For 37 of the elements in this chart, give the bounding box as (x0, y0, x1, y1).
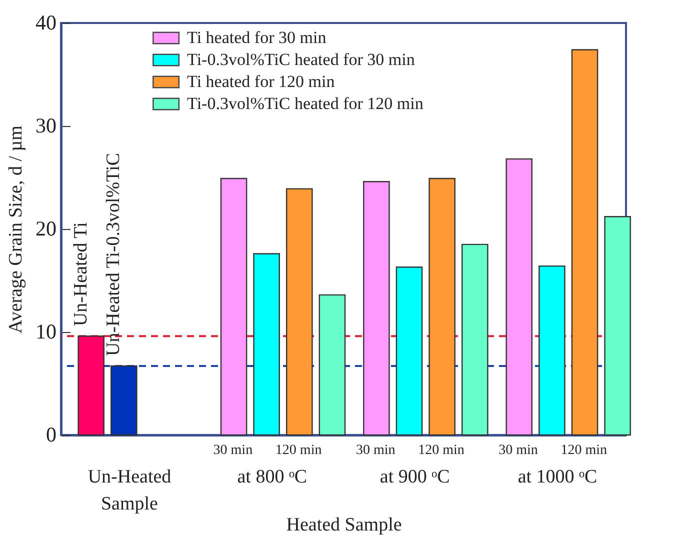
x-tick-label: at 800 ᵒC (237, 466, 308, 488)
bar (78, 336, 104, 436)
y-axis-title: Average Grain Size, d / µm (6, 125, 26, 334)
legend-label: Ti-0.3vol%TiC heated for 120 min (187, 94, 424, 113)
y-tick-label: 0 (46, 422, 56, 446)
annotation: Un-Heated Ti-0.3vol%TiC (103, 152, 124, 356)
bar (110, 365, 138, 436)
y-tick-label: 40 (36, 10, 56, 34)
bar (220, 178, 248, 436)
text: 30 min (356, 443, 396, 458)
y-tick-label: 20 (36, 216, 56, 240)
text: 120 min (275, 443, 322, 458)
text: 120 min (418, 443, 464, 458)
bar (363, 181, 390, 436)
bar (428, 178, 456, 436)
bar (538, 265, 566, 436)
bar (506, 158, 533, 436)
bar (571, 49, 598, 436)
legend-label: Ti-0.3vol%TiC heated for 30 min (187, 50, 416, 69)
text: 30 min (498, 443, 538, 458)
legend-label: Ti heated for 30 min (187, 28, 327, 47)
text: 30 min (213, 443, 253, 458)
y-tick-label: 30 (36, 114, 56, 138)
annotation: Un-Heated Ti (70, 222, 92, 326)
x-tick-label: Un-Heated Sample (88, 466, 172, 514)
x-tick-label: at 1000 ᵒC (518, 466, 598, 488)
text: 120 min (560, 443, 608, 458)
bar (396, 266, 423, 436)
bar (461, 244, 488, 436)
bar (286, 188, 313, 436)
x-axis-title: Heated Sample (286, 514, 402, 536)
bar (253, 253, 280, 436)
bar (318, 294, 346, 436)
bar (604, 216, 631, 436)
legend-label: Ti heated for 120 min (187, 72, 336, 91)
x-tick-label: at 900 ᵒC (380, 466, 450, 488)
y-tick-label: 10 (36, 320, 56, 344)
